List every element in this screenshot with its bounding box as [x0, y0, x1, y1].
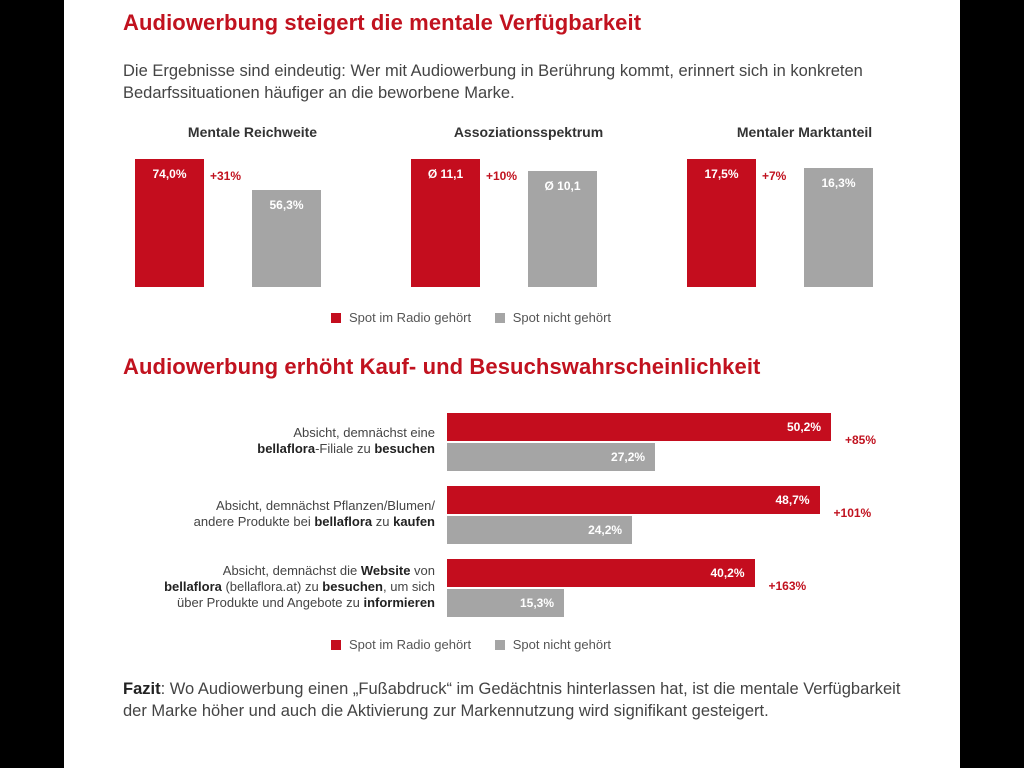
legend-label-not-heard: Spot nicht gehört — [512, 637, 612, 652]
fazit-text: Fazit: Wo Audiowerbung einen „Fußabdruck… — [123, 678, 903, 722]
label-text: -Filiale zu — [315, 441, 375, 456]
label-emphasis: bellaflora — [257, 441, 316, 456]
bar-heard: 48,7% — [447, 486, 820, 514]
bar-value-label: 48,7% — [775, 493, 810, 507]
bar-value-label: 15,3% — [520, 596, 555, 610]
bar-value-label: 27,2% — [611, 450, 646, 464]
delta-label: +31% — [210, 169, 242, 183]
legend-swatch-not-heard — [494, 640, 505, 650]
bar-heard: 50,2% — [447, 413, 831, 441]
bar-not-heard: 24,2% — [447, 516, 633, 544]
bar-heard: 74,0% — [135, 159, 204, 287]
infographic-page: Audiowerbung steigert die mentale Verfüg… — [64, 0, 960, 768]
row-label: Absicht, demnächst eine bellaflora-Filial… — [105, 425, 435, 457]
intro-text: Die Ergebnisse sind eindeutig: Wer mit A… — [123, 62, 863, 102]
section1-title: Audiowerbung steigert die mentale Verfüg… — [123, 10, 642, 35]
bar-value-label: Ø 11,1 — [427, 167, 464, 181]
bar-heard: Ø 11,1 — [411, 159, 480, 287]
fazit-body: : Wo Audiowerbung einen „Fußabdruck“ im … — [123, 680, 901, 720]
bar-value-label: 56,3% — [269, 197, 304, 212]
label-emphasis: Website — [360, 563, 411, 578]
bar-heard: 17,5% — [687, 159, 756, 287]
bar-not-heard: 56,3% — [252, 189, 321, 287]
label-text: zu — [372, 514, 394, 529]
label-emphasis: kaufen — [393, 514, 435, 529]
section2-title: Audiowerbung erhöht Kauf- und Besuchswah… — [123, 354, 761, 379]
label-text: Absicht, demnächst Pflanzen/Blumen/ — [216, 498, 435, 513]
bar-value-label: 74,0% — [152, 167, 187, 181]
bar-value-label: Ø 10,1 — [544, 178, 581, 193]
bar-heard: 40,2% — [447, 559, 755, 587]
row-label: Absicht, demnächst Pflanzen/Blumen/ander… — [105, 498, 435, 530]
chart-title: Mentaler Marktanteil — [736, 124, 873, 140]
bar-value-label: 16,3% — [821, 175, 856, 190]
legend-swatch-not-heard — [494, 313, 505, 323]
fazit-label: Fazit — [123, 680, 161, 698]
legend-top: Spot im Radio gehört Spot nicht gehört — [331, 310, 611, 325]
delta-label: +85% — [845, 433, 877, 447]
bar-value-label: 17,5% — [704, 167, 739, 181]
delta-label: +101% — [833, 506, 872, 520]
legend-bottom: Spot im Radio gehört Spot nicht gehört — [331, 637, 611, 652]
bar-not-heard: 27,2% — [447, 443, 656, 471]
delta-label: +10% — [486, 169, 518, 183]
label-emphasis: besuchen — [322, 579, 383, 594]
bar-not-heard: 16,3% — [804, 167, 873, 287]
label-text: andere Produkte bei — [193, 514, 315, 529]
bar-value-label: 24,2% — [588, 523, 623, 537]
bar-not-heard: 15,3% — [447, 589, 565, 617]
row-label: Absicht, demnächst die Website von bellaf… — [105, 563, 435, 611]
label-text: über Produkte und Angebote zu — [177, 595, 364, 610]
legend-label-not-heard: Spot nicht gehört — [512, 310, 612, 325]
label-text: , um sich — [382, 579, 435, 594]
bar-value-label: 50,2% — [786, 420, 821, 434]
label-emphasis: informieren — [363, 595, 435, 610]
label-emphasis: bellaflora — [164, 579, 222, 594]
label-emphasis: besuchen — [374, 441, 435, 456]
delta-label: +7% — [762, 169, 787, 183]
label-text: (bellaflora.at) zu — [221, 579, 323, 594]
legend-swatch-heard — [331, 313, 341, 323]
bar-value-label: 40,2% — [710, 566, 745, 580]
chart-title: Mentale Reichweite — [187, 124, 318, 140]
legend-label-heard: Spot im Radio gehört — [349, 637, 472, 652]
label-emphasis: bellaflora — [314, 514, 373, 529]
label-text: von — [410, 563, 435, 578]
legend-swatch-heard — [331, 640, 341, 650]
legend-label-heard: Spot im Radio gehört — [349, 310, 472, 325]
delta-label: +163% — [768, 579, 807, 593]
label-text: Absicht, demnächst eine — [293, 425, 435, 440]
bar-not-heard: Ø 10,1 — [528, 170, 597, 287]
label-text: Absicht, demnächst die — [222, 563, 361, 578]
chart-title: Assoziationsspektrum — [453, 124, 604, 140]
